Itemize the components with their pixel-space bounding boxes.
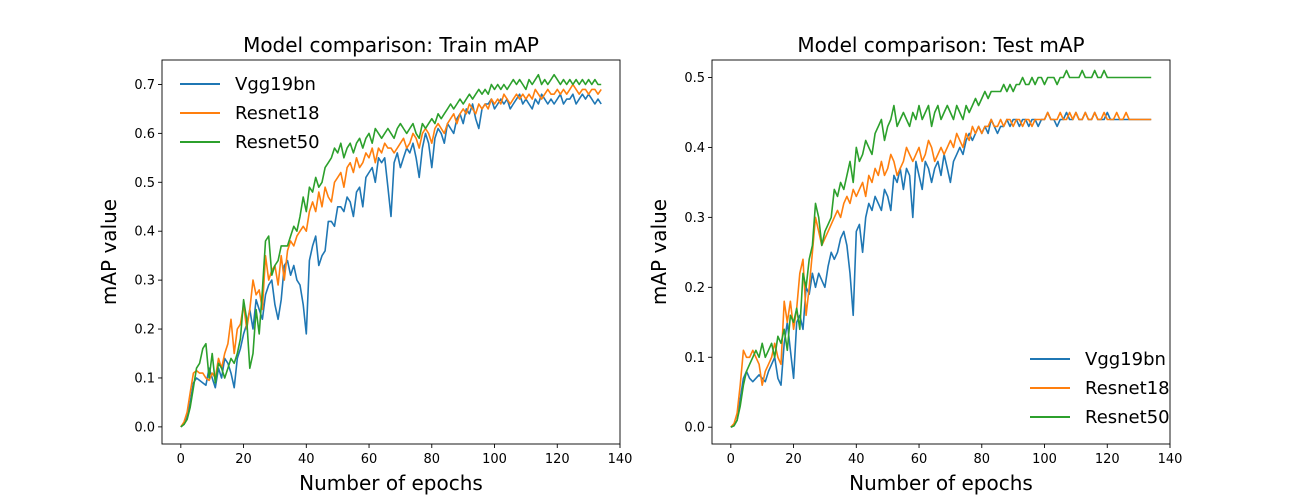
y-tick-label: 0.0: [134, 420, 155, 435]
x-tick-label: 80: [974, 452, 991, 467]
x-tick-label: 120: [1095, 452, 1120, 467]
x-tick-label: 100: [1032, 452, 1057, 467]
x-tick-label: 20: [785, 452, 802, 467]
y-tick-label: 0.1: [684, 351, 705, 366]
x-tick-label: 0: [727, 452, 735, 467]
series-line-resnet18: [180, 83, 602, 428]
chart-title: Model comparison: Test mAP: [797, 33, 1084, 57]
y-tick-label: 0.3: [134, 274, 155, 289]
x-tick-label: 0: [177, 452, 185, 467]
series-line-resnet18: [730, 111, 1152, 428]
x-axis-label: Number of epochs: [849, 471, 1033, 495]
x-tick-label: 40: [298, 452, 315, 467]
train-map-chart: 0 20 40 60 80 100 120 140 0.0 0.1 0.2 0.3 0.4 0.5 0.6 0…: [97, 33, 632, 495]
x-axis-label: Number of epochs: [299, 471, 483, 495]
series-line-resnet50: [180, 73, 602, 428]
series-line-resnet50: [730, 69, 1152, 428]
y-tick-label: 0.7: [134, 78, 155, 93]
legend: Vgg19bn Resnet18 Resnet50: [1030, 349, 1170, 428]
chart-title: Model comparison: Train mAP: [243, 33, 539, 57]
axes-frame: [161, 59, 621, 445]
legend-label: Resnet18: [235, 103, 320, 124]
legend-label: Resnet50: [235, 132, 320, 153]
series-line-vgg19bn: [180, 93, 602, 428]
legend-label: Resnet50: [1085, 407, 1170, 428]
x-tick-label: 100: [482, 452, 507, 467]
y-tick-label: 0.2: [134, 323, 155, 338]
x-tick-label: 140: [1158, 452, 1183, 467]
x-tick-label: 60: [361, 452, 378, 467]
test-map-chart: 0 20 40 60 80 100 120 140 0.0 0.1 0.2 0.3 0.4 0.5 Mode…: [647, 33, 1182, 495]
y-tick-label: 0.0: [684, 421, 705, 436]
y-tick-label: 0.4: [684, 141, 705, 156]
x-tick-label: 120: [545, 452, 570, 467]
legend-label: Vgg19bn: [235, 74, 316, 95]
x-tick-label: 20: [235, 452, 252, 467]
x-tick-label: 140: [608, 452, 633, 467]
y-tick-label: 0.3: [684, 211, 705, 226]
y-tick-label: 0.5: [134, 176, 155, 191]
x-tick-label: 80: [424, 452, 441, 467]
y-tick-label: 0.5: [684, 71, 705, 86]
legend: Vgg19bn Resnet18 Resnet50: [180, 74, 320, 153]
legend-label: Resnet18: [1085, 378, 1170, 399]
y-tick-label: 0.1: [134, 371, 155, 386]
y-tick-label: 0.2: [684, 281, 705, 296]
x-tick-label: 40: [848, 452, 865, 467]
y-tick-label: 0.4: [134, 225, 155, 240]
axes-frame: [711, 59, 1171, 445]
y-axis-label: mAP value: [97, 199, 121, 305]
y-axis-label: mAP value: [647, 199, 671, 305]
x-tick-label: 60: [911, 452, 928, 467]
legend-label: Vgg19bn: [1085, 349, 1166, 370]
y-tick-label: 0.6: [134, 127, 155, 142]
